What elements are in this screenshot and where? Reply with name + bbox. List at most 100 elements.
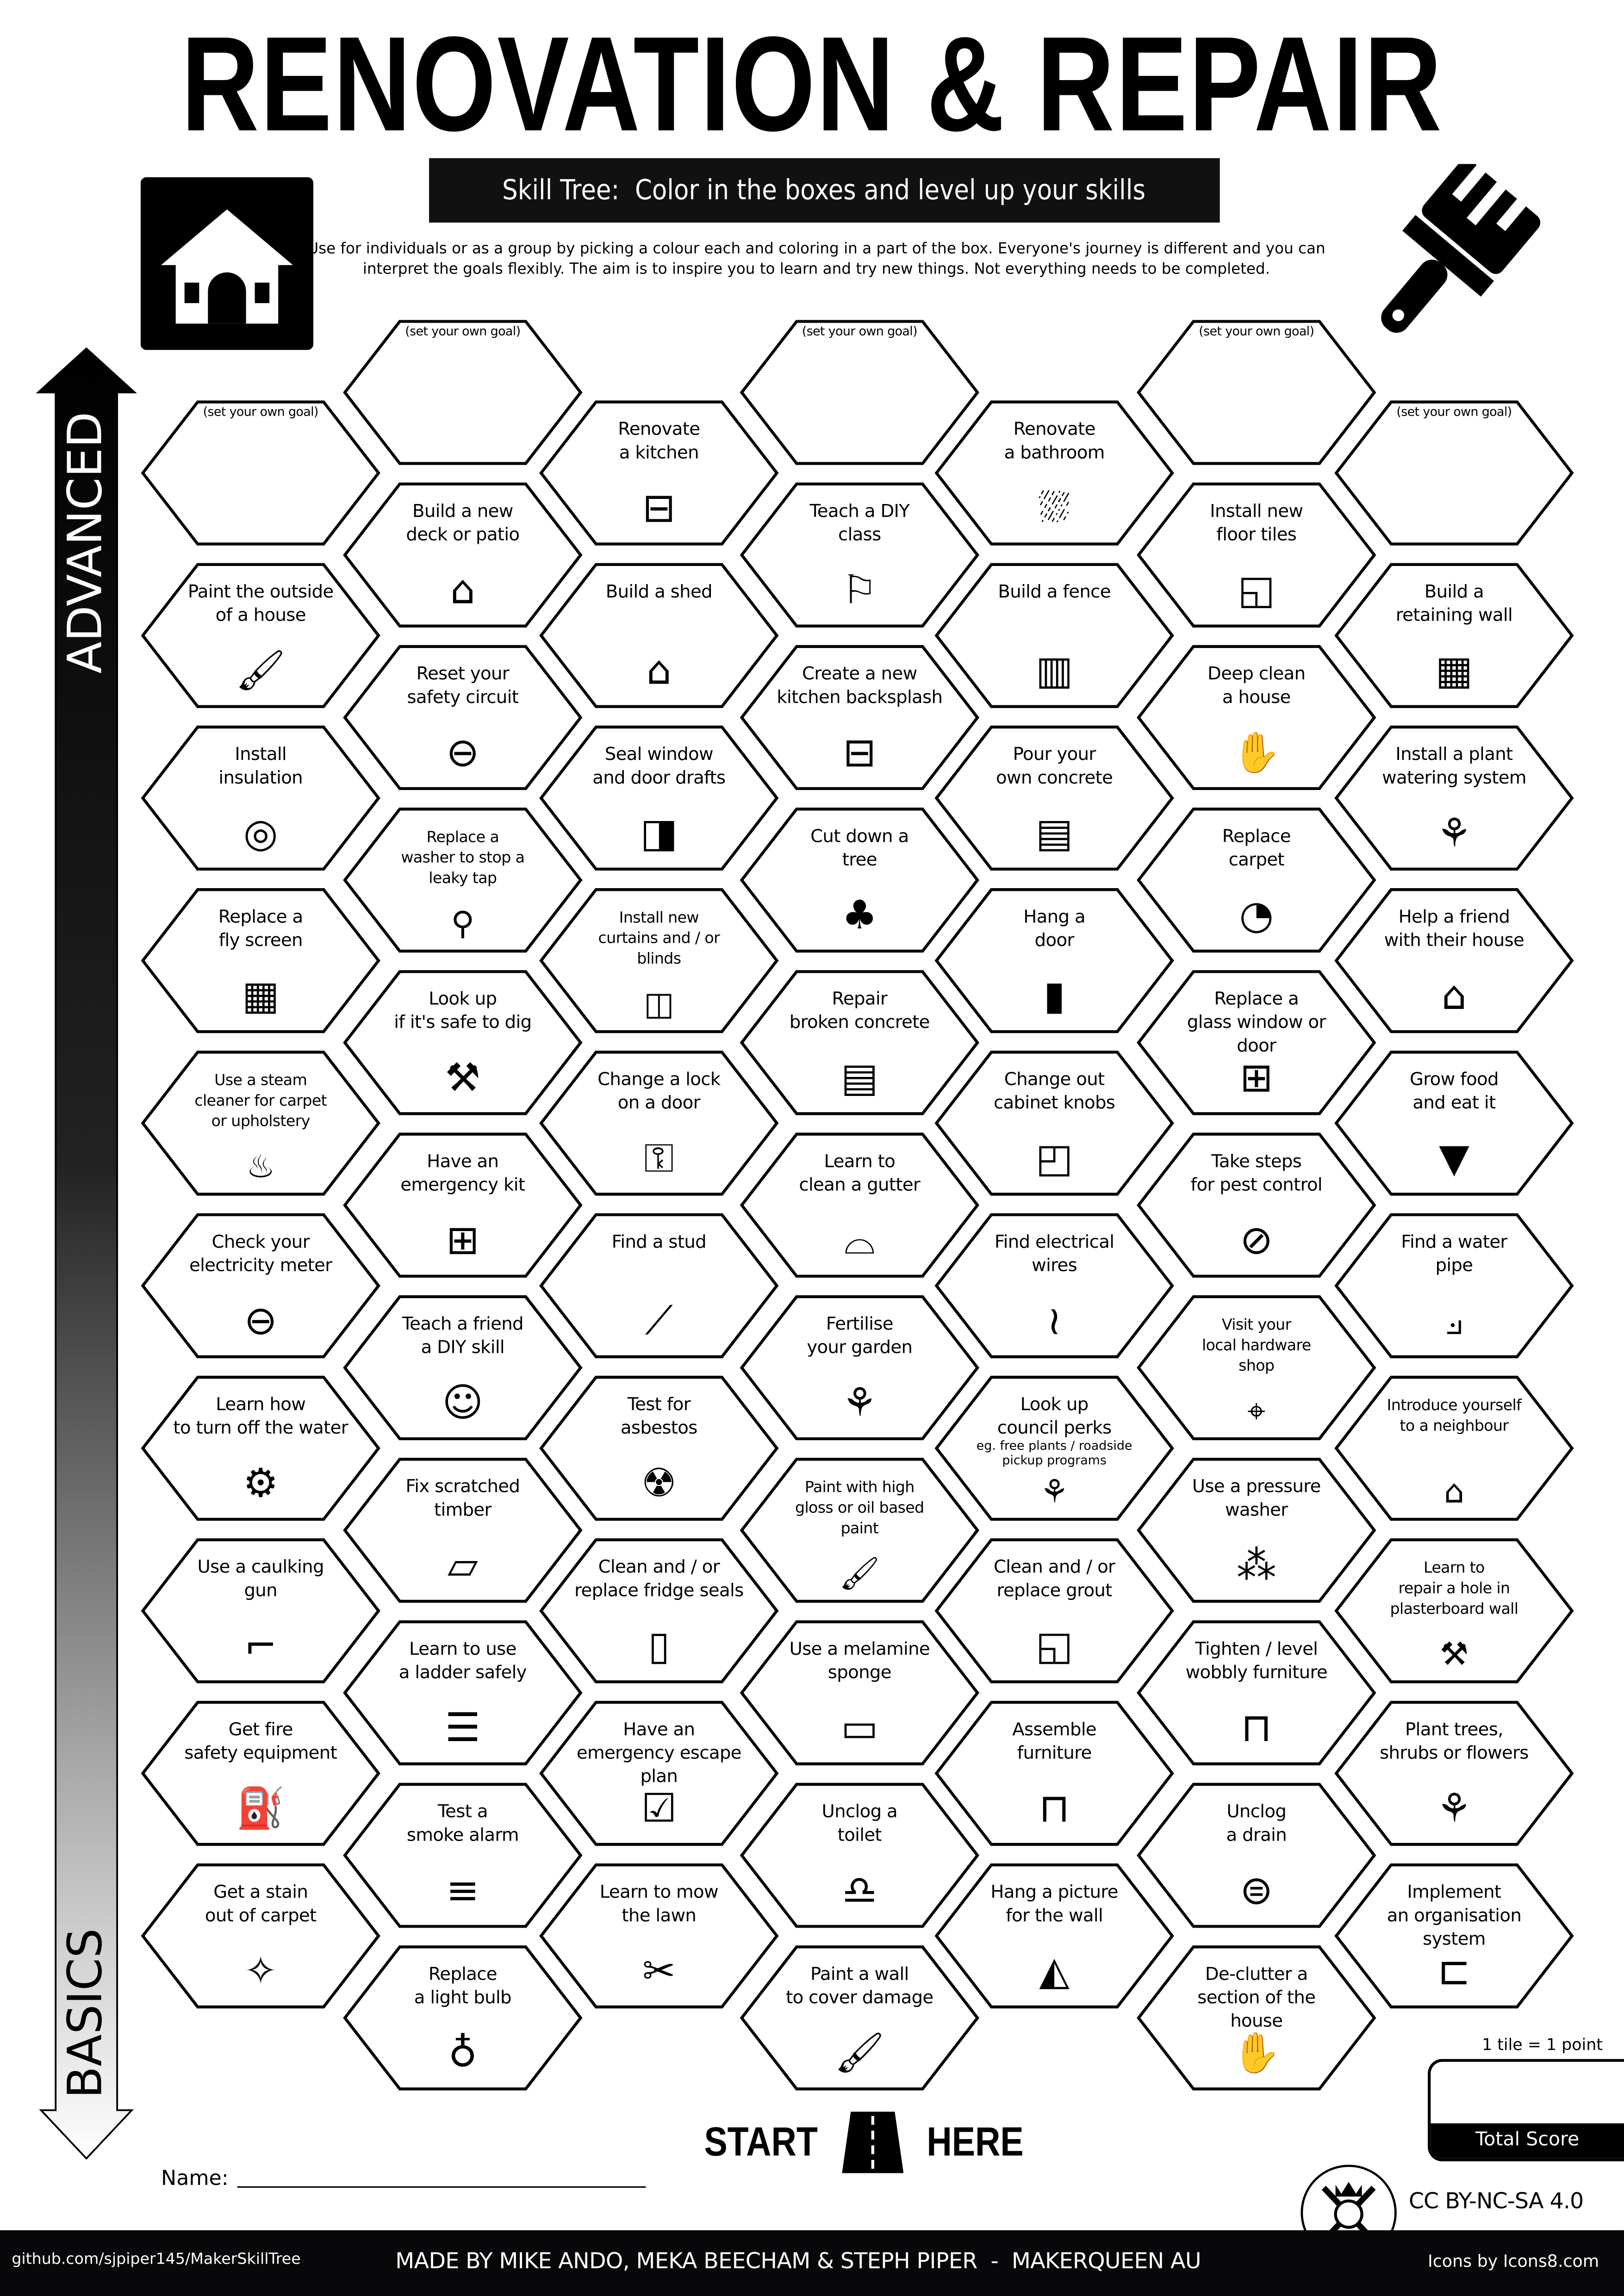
skill-tile[interactable]: Get fire safety equipment ⛽ [141,1700,381,1847]
skill-tile[interactable]: Clean and / or replace fridge seals ▯ [539,1537,779,1684]
skill-tile[interactable]: Install insulation ◎ [141,725,381,871]
hexagon-outline [1137,482,1376,628]
skill-tile[interactable]: Install new floor tiles ◱ [1136,482,1376,628]
license-text: CC BY-NC-SA 4.0 [1408,2188,1584,2215]
skill-tile[interactable]: Learn to repair a hole in plasterboard w… [1334,1537,1574,1684]
icons-credit[interactable]: Icons by Icons8.com [1427,2251,1599,2271]
skill-tile[interactable]: Create a new kitchen backsplash ⊟ [740,644,980,790]
skill-tile[interactable]: Assemble furniture ⊓ [934,1700,1175,1847]
subtitle-banner: Skill Tree: Color in the boxes and level… [429,158,1220,223]
skill-tile[interactable]: Paint the outside of a house 🖌 [141,562,381,709]
skill-tile[interactable]: Implement an organisation system ⊏ [1334,1863,1574,2009]
skill-tile[interactable]: Change out cabinet knobs ◰ [934,1050,1175,1196]
tile-label: Replace a washer to stop a leaky tap [401,828,525,888]
skill-tile[interactable]: Replace a light bulb ♁ [342,1945,583,2091]
skill-tile[interactable]: Unclog a drain ⊜ [1136,1782,1376,1929]
tile-icon: ◱ [1035,1624,1073,1670]
skill-tile[interactable]: Paint with high gloss or oil based paint… [740,1457,980,1603]
skill-tile[interactable]: Check your electricity meter ⊖ [141,1213,381,1359]
skill-tile[interactable]: Have an emergency escape plan ☑ [539,1700,779,1847]
skill-tile[interactable]: Test a smoke alarm ≡ [342,1782,583,1929]
skill-tile[interactable]: Help a friend with their house ⌂ [1334,887,1574,1033]
skill-tile[interactable]: Paint a wall to cover damage 🖌 [740,1945,980,2091]
skill-tile[interactable]: Visit your local hardware shop ⌖ [1136,1294,1376,1441]
skill-tile[interactable]: Use a caulking gun ⌐ [141,1537,381,1684]
start-here: START HERE [694,2111,1033,2173]
skill-tile[interactable]: Replace a glass window or door ⊞ [1136,970,1376,1116]
skill-tile[interactable]: Find electrical wires ≀ [934,1213,1175,1359]
skill-tile[interactable]: Grow food and eat it ▼ [1334,1050,1574,1196]
skill-tile[interactable]: Replace a fly screen ▦ [141,887,381,1033]
custom-goal-tile[interactable]: (set your own goal) [740,319,980,466]
skill-tile[interactable]: Cut down a tree ♣ [740,807,980,953]
skill-tile[interactable]: Get a stain out of carpet ✧ [141,1863,381,2009]
name-field[interactable] [237,2186,646,2188]
skill-tile[interactable]: Plant trees, shrubs or flowers ⚘ [1334,1700,1574,1847]
skill-tile[interactable]: Clean and / or replace grout ◱ [934,1537,1175,1684]
github-link[interactable]: github.com/sjpiper145/MakerSkillTree [12,2251,301,2269]
skill-tile[interactable]: Have an emergency kit ⊞ [342,1132,583,1278]
skill-tile[interactable]: Use a melamine sponge ▭ [740,1619,980,1766]
skill-tile[interactable]: De-clutter a section of the house ✋ [1136,1945,1376,2091]
skill-tile[interactable]: Build a new deck or patio ⌂ [342,482,583,628]
nail-icon: ⟋ [645,1299,673,1344]
skill-tile[interactable]: Seal window and door drafts ◨ [539,725,779,871]
skill-tile[interactable]: Take steps for pest control ⊘ [1136,1132,1376,1278]
skill-tile[interactable]: Unclog a toilet ♎ [740,1782,980,1929]
hexagon-outline [141,1213,380,1358]
advanced-label: ADVANCED [57,411,113,674]
custom-goal-tile[interactable]: (set your own goal) [342,319,583,466]
hexagon-outline [1334,1863,1574,2009]
skill-tile[interactable]: Find a water pipe ⟓ [1334,1213,1574,1359]
hexagon-outline [539,725,779,871]
custom-goal-tile[interactable]: (set your own goal) [1334,400,1574,546]
skill-tile[interactable]: Look up if it's safe to dig ⚒ [342,970,583,1116]
skill-tile[interactable]: Learn how to turn off the water ⚙ [141,1375,381,1521]
skill-tile[interactable]: Build a retaining wall ▦ [1334,562,1574,709]
skill-tile[interactable]: Build a fence ▥ [934,562,1175,709]
skill-tile[interactable]: Use a pressure washer ⁂ [1136,1457,1376,1603]
skill-tile[interactable]: Teach a friend a DIY skill ☺ [342,1294,583,1441]
skill-tile[interactable]: Pour your own concrete ▤ [934,725,1175,871]
custom-goal-tile[interactable]: (set your own goal) [1136,319,1376,466]
skill-tile[interactable]: Hang a door ▮ [934,887,1175,1033]
draft-door-icon: ◨ [640,811,678,857]
total-score-box[interactable]: Total Score [1427,2059,1624,2162]
skill-tile[interactable]: Learn to mow the lawn ✂ [539,1863,779,2009]
skill-tile[interactable]: Build a shed ⌂ [539,562,779,709]
skill-tile[interactable]: Fertilise your garden ⚘ [740,1294,980,1441]
skill-tile[interactable]: Repair broken concrete ▤ [740,970,980,1116]
skill-tile[interactable]: Install new curtains and / or blinds ◫ [539,887,779,1033]
skill-tile[interactable]: Introduce yourself to a neighbour ⌂ [1334,1375,1574,1521]
tile-label: Teach a DIY class [809,501,910,545]
hexagon-outline [1137,808,1376,953]
skill-tile[interactable]: Tighten / level wobbly furniture ⊓ [1136,1619,1376,1766]
tile-label: (set your own goal) [203,405,319,421]
shelf-icon: ⊏ [1437,1949,1471,1995]
skill-tile[interactable]: Replace carpet ◔ [1136,807,1376,953]
skill-tile[interactable]: Reset your safety circuit ⊖ [342,644,583,790]
skill-tile[interactable]: Learn to clean a gutter ⌓ [740,1132,980,1278]
progress-arrow [36,347,137,2160]
skill-tile[interactable]: Change a lock on a door ⚿ [539,1050,779,1196]
skill-tile[interactable]: Test for asbestos ☢ [539,1375,779,1521]
skill-tile[interactable]: Learn to use a ladder safely ☰ [342,1619,583,1766]
skill-tile[interactable]: Hang a picture for the wall ◭ [934,1863,1175,2009]
hexagon-outline [1137,645,1376,790]
gauge-icon: ⊖ [244,1299,278,1344]
hexagon-outline [343,645,583,790]
skill-tile[interactable]: Use a steam cleaner for carpet or uphols… [141,1050,381,1196]
skill-tile[interactable]: Look up council perks eg. free plants / r… [934,1375,1175,1521]
hexagon-outline [343,482,583,628]
skill-tile[interactable]: Teach a DIY class ⚐ [740,482,980,628]
skill-tile[interactable]: Renovate a bathroom ⛆ [934,400,1175,546]
skill-tile[interactable]: Renovate a kitchen ⊟ [539,400,779,546]
skill-tile[interactable]: Fix scratched timber ▱ [342,1457,583,1603]
skill-tile[interactable]: Install a plant watering system ⚘ [1334,725,1574,871]
skill-tile[interactable]: Deep clean a house ✋ [1136,644,1376,790]
custom-goal-tile[interactable]: (set your own goal) [141,400,381,546]
skill-tile[interactable]: Replace a washer to stop a leaky tap ⚲ [342,807,583,953]
skill-tile[interactable]: Find a stud ⟋ [539,1213,779,1359]
tile-label: Hang a door [1023,906,1085,951]
